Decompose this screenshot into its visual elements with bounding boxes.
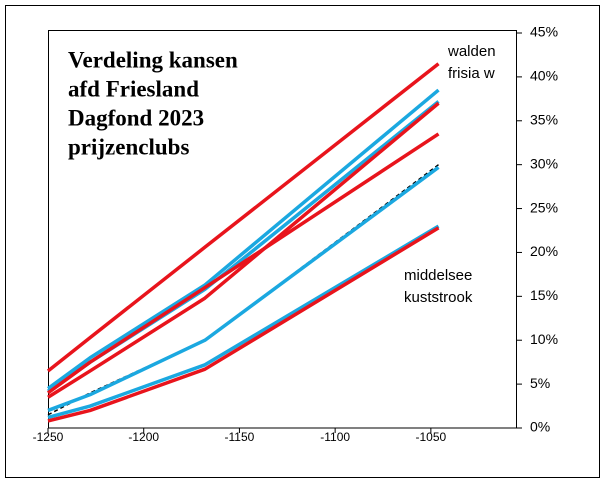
series-line [47,165,440,413]
y-tick-label: 0% [530,419,550,435]
plot-border [48,30,517,429]
series-line [46,88,440,390]
series-line [47,226,440,423]
chart-title: prijzenclubs [68,134,189,159]
y-tick-label: 15% [530,287,558,303]
series-line [46,62,440,373]
y-tick-label: 10% [530,331,558,347]
series-line [47,224,440,420]
y-tick-label: 40% [530,68,558,84]
chart-title: Verdeling kansen [68,47,238,72]
y-tick-label: 20% [530,243,558,259]
x-tick-label: -1100 [320,430,350,444]
x-tick-label: -1250 [33,430,64,444]
annotation: frisia w [448,65,495,82]
chart-title: afd Friesland [68,76,199,101]
y-tick-label: 45% [530,24,558,40]
x-tick-label: -1150 [225,430,255,444]
x-tick-label: -1050 [416,430,447,444]
y-tick-label: 5% [530,375,550,391]
series-line [47,101,440,399]
chart-border [5,5,600,478]
y-tick-label: 25% [530,199,558,215]
y-tick-label: 35% [530,111,558,127]
annotation: kuststrook [404,289,473,306]
annotation: middelsee [404,267,472,284]
annotation: walden [447,43,496,60]
series-line [46,132,440,395]
chart-title: Dagfond 2023 [68,105,204,130]
x-tick-label: -1200 [128,430,159,444]
y-tick-label: 30% [530,155,558,171]
